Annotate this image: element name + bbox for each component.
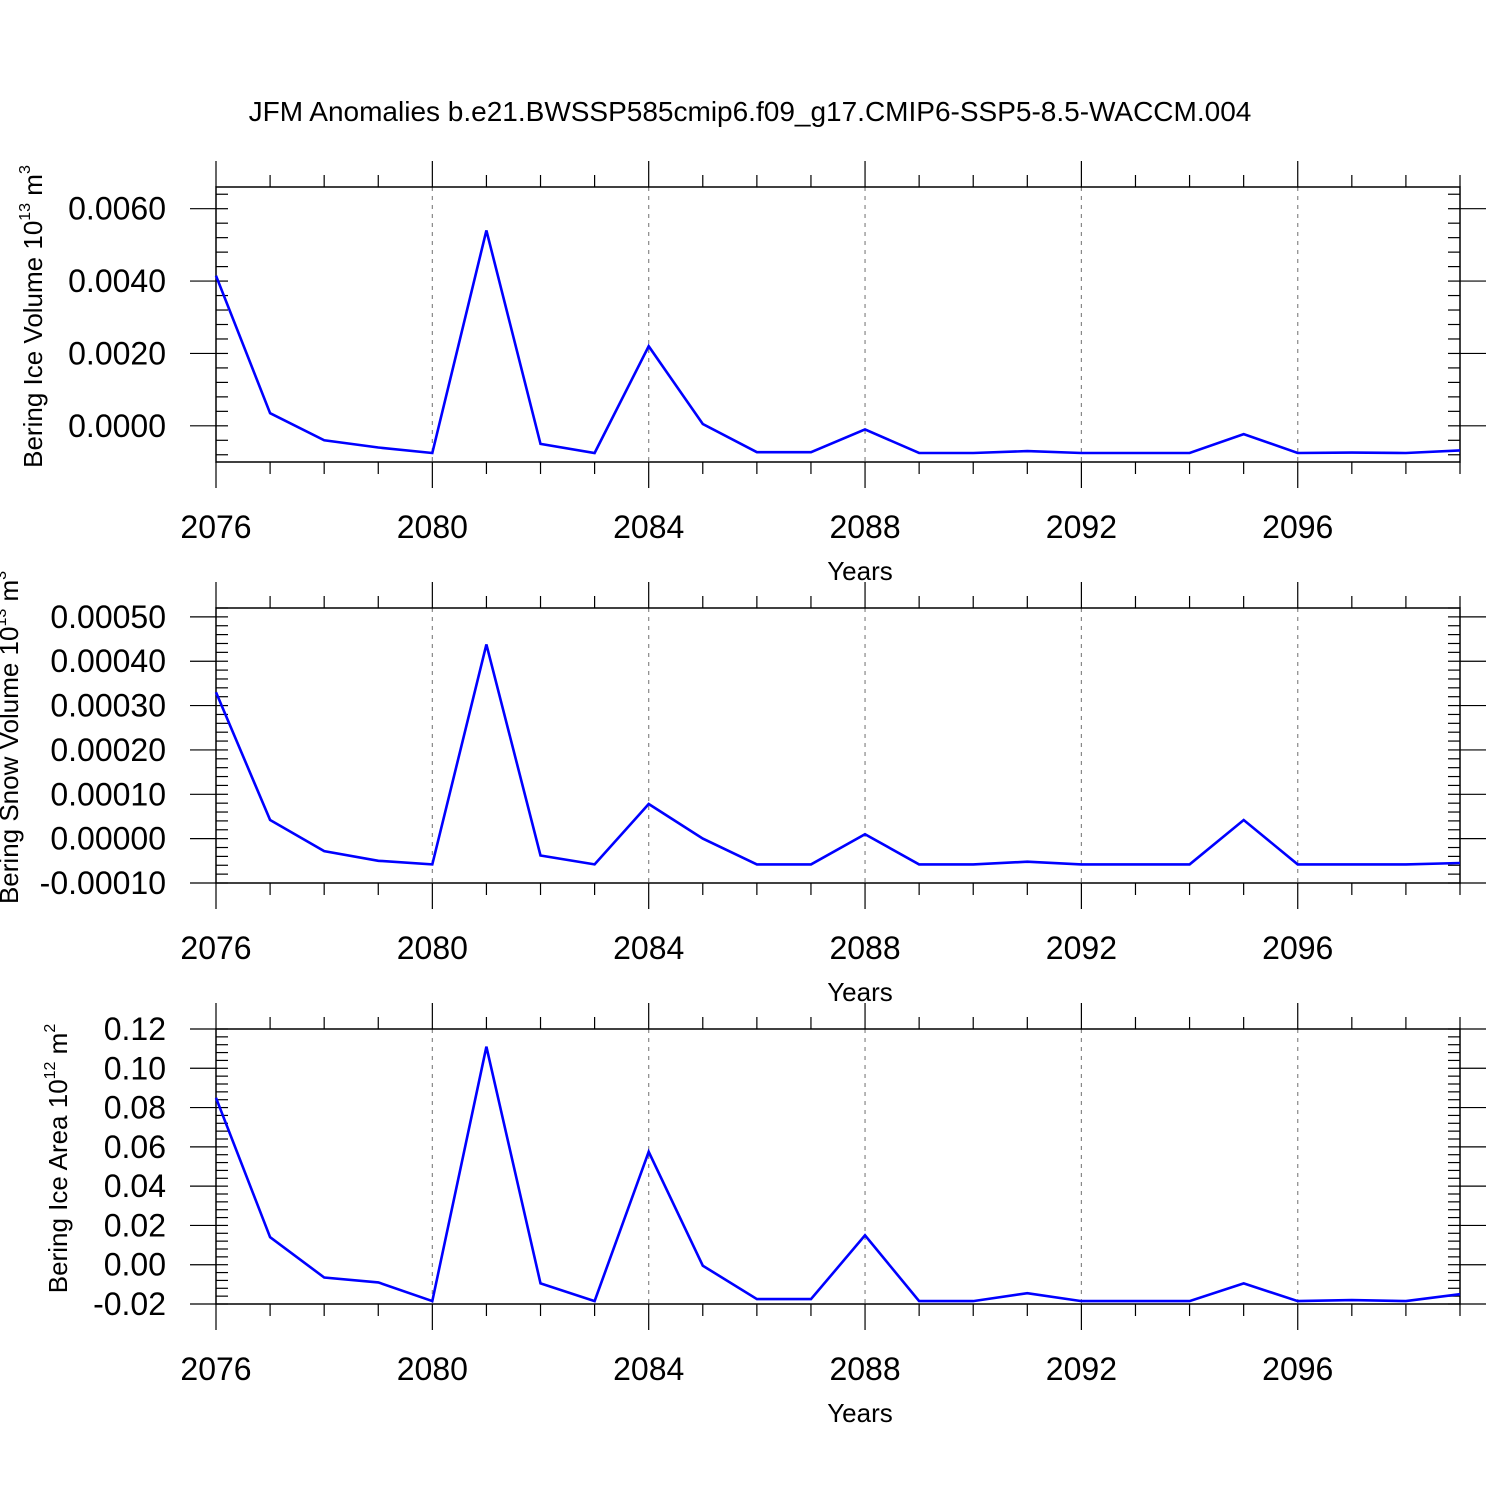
y-tick-label: 0.04 <box>104 1168 166 1204</box>
x-tick-label: 2080 <box>397 509 468 545</box>
chart-panel-2: -0.00010 0.00000 0.00010 0.00020 0.00030 0.00… <box>0 571 1486 1007</box>
y-tick-label: 0.00050 <box>50 599 166 635</box>
series-line <box>214 1046 1461 1303</box>
x-tick-label: 2092 <box>1046 1351 1117 1387</box>
y-tick-label: 0.0040 <box>68 263 166 299</box>
figure-title: JFM Anomalies b.e21.BWSSP585cmip6.f09_g1… <box>249 96 1252 127</box>
y-tick-label: 0.0020 <box>68 335 166 371</box>
y-axis-title-text: Bering Ice Area 10 <box>43 1079 73 1293</box>
y-axis-title-unit: m <box>0 580 24 609</box>
y-tick-label: 0.0060 <box>68 191 166 227</box>
plot-frame <box>215 607 1461 884</box>
y-axis-title-exponent: 13 <box>0 609 10 627</box>
y-tick-label: 0.00030 <box>50 688 166 724</box>
x-axis-title: Years <box>827 1398 893 1428</box>
y-axis-title-unit-exponent: 2 <box>42 1024 59 1033</box>
y-tick-label: -0.02 <box>93 1286 166 1322</box>
y-tick-label: 0.00 <box>104 1247 166 1283</box>
y-axis-title-unit: m <box>43 1033 73 1062</box>
y-tick-label: 0.02 <box>104 1207 166 1243</box>
y-axis-title-exponent: 13 <box>17 203 34 221</box>
y-axis-title-unit-exponent: 3 <box>0 571 10 580</box>
y-tick-label: 0.00000 <box>50 821 166 857</box>
x-axis-title: Years <box>827 556 893 586</box>
x-tick-label: 2096 <box>1262 1351 1333 1387</box>
y-tick-label: 0.00010 <box>50 776 166 812</box>
x-tick-label: 2088 <box>829 1351 900 1387</box>
y-axis-title-text: Bering Ice Volume 10 <box>18 221 48 468</box>
y-axis-title-exponent: 12 <box>42 1061 59 1079</box>
x-tick-label: 2080 <box>397 930 468 966</box>
y-tick-label: -0.00010 <box>40 865 166 901</box>
y-tick-label: 0.00040 <box>50 643 166 679</box>
x-tick-label: 2080 <box>397 1351 468 1387</box>
y-tick-label: 0.06 <box>104 1129 166 1165</box>
plot-frame <box>215 186 1461 463</box>
series-line <box>214 644 1461 866</box>
x-axis-title: Years <box>827 977 893 1007</box>
series-line <box>214 230 1461 455</box>
chart-panel-1: 0.0000 0.0020 0.0040 0.0060 2076 2080 2084 2088… <box>17 161 1486 586</box>
y-tick-label: 0.10 <box>104 1050 166 1086</box>
y-axis-title: Bering Ice Volume 1013 m3 <box>17 165 48 468</box>
x-tick-label: 2096 <box>1262 509 1333 545</box>
x-tick-label: 2084 <box>613 509 684 545</box>
y-axis-title: Bering Snow Volume 1013 m3 <box>0 571 24 904</box>
x-tick-label: 2088 <box>829 930 900 966</box>
y-tick-label: 0.00020 <box>50 732 166 768</box>
x-tick-label: 2076 <box>180 930 251 966</box>
x-tick-label: 2096 <box>1262 930 1333 966</box>
chart-panel-3: -0.020.00 0.020.040.060.08 0.100.12 2076 208… <box>42 1003 1486 1428</box>
x-tick-label: 2076 <box>180 1351 251 1387</box>
x-tick-label: 2092 <box>1046 930 1117 966</box>
y-axis-title-unit-exponent: 3 <box>17 165 34 174</box>
x-tick-label: 2084 <box>613 930 684 966</box>
y-tick-label: 0.0000 <box>68 408 166 444</box>
y-tick-label: 0.08 <box>104 1090 166 1126</box>
x-tick-label: 2088 <box>829 509 900 545</box>
x-tick-label: 2076 <box>180 509 251 545</box>
x-tick-label: 2092 <box>1046 509 1117 545</box>
y-tick-label: 0.12 <box>104 1011 166 1047</box>
y-axis-title: Bering Ice Area 1012 m2 <box>42 1024 73 1294</box>
y-axis-title-unit: m <box>18 174 48 203</box>
plot-frame <box>215 1028 1461 1305</box>
y-axis-title-text: Bering Snow Volume 10 <box>0 627 24 905</box>
x-tick-label: 2084 <box>613 1351 684 1387</box>
